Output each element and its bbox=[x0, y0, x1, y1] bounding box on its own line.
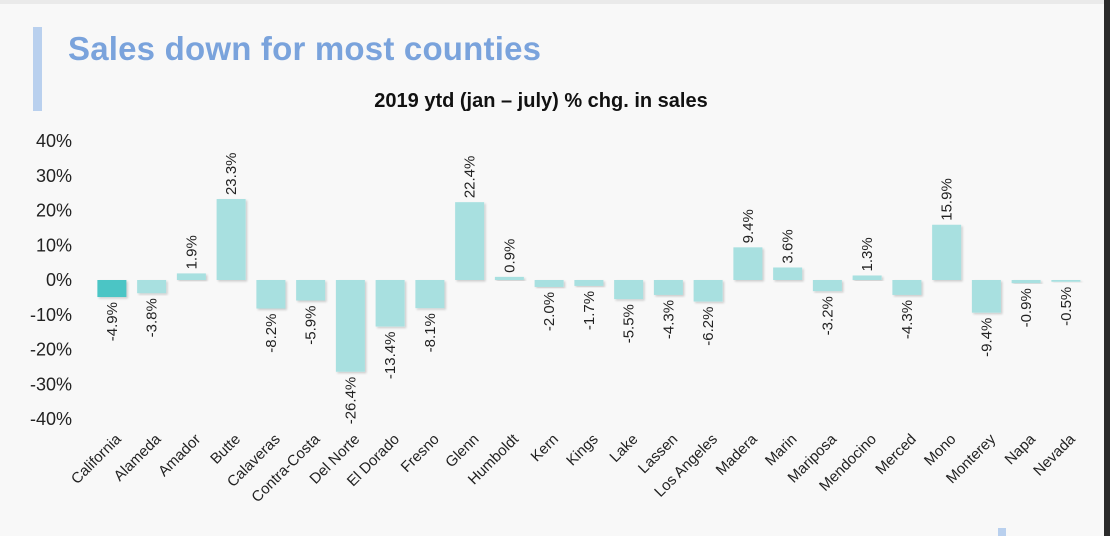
data-label: -3.8% bbox=[144, 298, 161, 337]
corner-mark bbox=[998, 528, 1006, 536]
data-label: -8.2% bbox=[263, 314, 280, 353]
y-tick-label: -10% bbox=[30, 305, 72, 325]
data-label: -4.3% bbox=[660, 300, 677, 339]
y-axis: 40% 30% 20% 10% 0% -10% -20% -30% -40% bbox=[30, 131, 72, 429]
data-label: -6.2% bbox=[700, 307, 717, 346]
data-label: -5.9% bbox=[303, 306, 320, 345]
data-label: -5.5% bbox=[621, 304, 638, 343]
data-label: -0.9% bbox=[1018, 288, 1035, 327]
top-edge bbox=[0, 0, 1110, 4]
data-label: -8.1% bbox=[422, 313, 439, 352]
data-label: -1.7% bbox=[581, 291, 598, 330]
bar-series bbox=[97, 199, 1081, 372]
y-tick-label: 20% bbox=[36, 201, 72, 221]
bar bbox=[137, 280, 167, 294]
category-label: Lake bbox=[606, 431, 641, 466]
data-label: -2.0% bbox=[541, 292, 558, 331]
data-label: 15.9% bbox=[939, 178, 956, 221]
category-label: Madera bbox=[713, 430, 761, 478]
category-label: Kern bbox=[528, 431, 562, 465]
bar bbox=[614, 280, 644, 300]
data-label: 22.4% bbox=[462, 156, 479, 199]
bar bbox=[733, 247, 763, 280]
bar bbox=[296, 280, 326, 301]
bar bbox=[335, 280, 365, 372]
data-labels: -4.9% -3.8% 1.9% 23.3% -8.2% -5.9% -26.4% -13.4… bbox=[104, 152, 1075, 424]
bar bbox=[1051, 280, 1081, 282]
data-label: -9.4% bbox=[978, 318, 995, 357]
y-tick-label: 10% bbox=[36, 235, 72, 255]
category-label: Fresno bbox=[398, 431, 443, 476]
bar bbox=[971, 280, 1001, 313]
bar bbox=[534, 280, 564, 287]
data-label: 3.6% bbox=[780, 229, 797, 263]
y-tick-label: 30% bbox=[36, 166, 72, 186]
y-tick-label: -30% bbox=[30, 374, 72, 394]
bar bbox=[852, 275, 882, 280]
bar bbox=[176, 273, 206, 280]
y-tick-label: -40% bbox=[30, 409, 72, 429]
data-label: 9.4% bbox=[740, 209, 757, 243]
data-label: -0.5% bbox=[1058, 287, 1075, 326]
title-accent-bar bbox=[33, 27, 42, 111]
category-label: Kings bbox=[563, 431, 602, 470]
data-label: 1.9% bbox=[183, 235, 200, 269]
page-title: Sales down for most counties bbox=[68, 30, 542, 67]
data-label: -4.9% bbox=[104, 302, 121, 341]
bar bbox=[932, 224, 962, 280]
window-edge bbox=[1104, 0, 1110, 536]
data-label: 23.3% bbox=[223, 152, 240, 195]
bar bbox=[375, 280, 405, 327]
data-label: 0.9% bbox=[501, 239, 518, 273]
bar bbox=[97, 280, 127, 298]
bar bbox=[773, 267, 803, 280]
data-label: -4.3% bbox=[899, 300, 916, 339]
bar bbox=[216, 199, 246, 280]
bar bbox=[455, 202, 485, 280]
data-label: -13.4% bbox=[382, 332, 399, 380]
category-label: Butte bbox=[207, 431, 244, 468]
category-label: Merced bbox=[872, 431, 919, 478]
bar bbox=[256, 280, 286, 309]
category-label: Nevada bbox=[1030, 430, 1079, 479]
category-label: Amador bbox=[155, 431, 204, 480]
data-label: -26.4% bbox=[342, 377, 359, 425]
bar bbox=[494, 276, 524, 280]
bar bbox=[653, 280, 683, 295]
data-label: 1.3% bbox=[859, 237, 876, 271]
data-label: -3.2% bbox=[819, 296, 836, 335]
chart-title: 2019 ytd (jan – july) % chg. in sales bbox=[374, 90, 708, 112]
bar bbox=[1011, 280, 1041, 284]
y-tick-label: 40% bbox=[36, 131, 72, 151]
bar bbox=[415, 280, 445, 309]
bar bbox=[693, 280, 723, 302]
bar bbox=[812, 280, 842, 292]
bar bbox=[574, 280, 604, 286]
y-tick-label: 0% bbox=[46, 270, 72, 290]
bar bbox=[892, 280, 922, 295]
y-tick-label: -20% bbox=[30, 340, 72, 360]
